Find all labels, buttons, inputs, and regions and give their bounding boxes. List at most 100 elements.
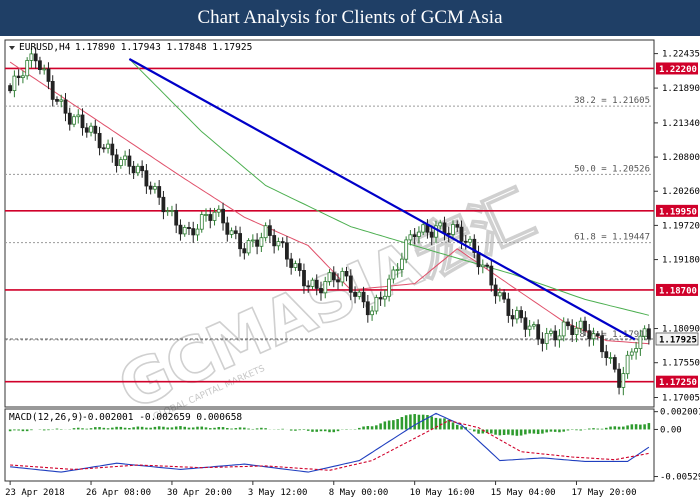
candle-body [216,208,221,213]
candle-body [293,263,298,268]
candle-body [638,335,643,350]
candle-body [480,264,485,268]
candle-body [191,228,196,236]
candle-body [600,335,604,353]
candle-body [182,226,187,235]
candle-body [612,357,617,370]
sr-level-tag [656,375,698,388]
candle-body [310,279,315,287]
candle-body [140,165,145,172]
price-panel-frame [4,39,655,408]
candle-body [46,68,51,82]
candle-body [327,272,332,282]
candle-body [178,224,183,235]
sr-level-tag [656,204,698,217]
candle-body [412,234,417,238]
candle-body [455,224,460,228]
candle-body [89,125,93,133]
macd-title: MACD(12,26,9) [9,412,83,423]
candle-body [97,132,102,149]
candle-body [212,211,217,221]
chart-title-banner: Chart Analysis for Clients of GCM Asia [197,7,503,28]
ohlc-readout: 1.17890 1.17943 1.17848 1.17925 [75,42,252,53]
candle-body [583,320,587,332]
macd-tick-label: 0.00 [660,425,682,435]
candle-body [608,357,613,359]
candle-body [642,328,647,337]
time-tick-label: 17 May 20:00 [571,488,636,498]
candle-body [25,60,30,77]
candle-body [319,287,323,294]
candle-body [353,291,358,297]
trendline [128,58,636,341]
candle-body [549,330,553,334]
ma-fast-line [9,61,649,345]
candle-body [170,210,174,212]
macd-readout: -0.002001 -0.002659 0.000658 [82,412,242,423]
candle-body [331,272,336,281]
fib-level-label: 38.2 = 1.21605 [574,96,650,106]
candle-body [152,186,157,190]
candle-body [250,239,255,242]
fib-level-label: 50.0 = 1.20526 [574,164,650,174]
candle-body [110,143,115,156]
candle-body [476,251,481,268]
price-tick-label: 1.17005 [662,394,700,404]
candle-body [378,297,383,300]
ma-slow-line [129,58,650,316]
candle-body [574,327,579,335]
candle-body [161,196,166,213]
candle-body [63,99,68,114]
candle-body [519,310,523,319]
candle-body [570,325,575,336]
candle-body [314,279,319,289]
candle-body [276,241,281,247]
candle-body [527,325,532,330]
candle-body [233,230,238,234]
candle-body [289,258,294,268]
candle-body [165,210,170,213]
candle-body [395,269,400,271]
candle-body [446,232,451,235]
time-tick-label: 3 May 12:00 [248,488,308,498]
candle-body [225,222,230,235]
candle-body [93,125,98,134]
candle-body [515,310,519,320]
candle-body [38,60,42,70]
candle-body [497,292,502,297]
candle-body [361,291,366,303]
time-tick-label: 10 May 16:00 [410,488,475,498]
candle-body [587,330,592,340]
candle-body [208,214,213,221]
price-tick-label: 1.17550 [662,359,700,369]
current-price-tag-label: 1.17925 [659,335,697,345]
candle-body [20,75,25,79]
candle-body [297,263,302,271]
price-tick-label: 1.20260 [662,187,700,197]
candle-body [544,332,549,344]
dropdown-icon[interactable] [9,46,15,50]
candle-body [135,165,140,174]
candle-body [416,231,421,237]
candle-body [306,285,311,288]
candle-body [472,238,477,253]
current-price-tag [655,332,699,346]
candle-body [557,335,562,341]
candle-body [55,99,59,102]
sr-level-tag [656,283,698,296]
candle-body [391,269,396,280]
candle-body [536,324,541,340]
candle-body [42,68,47,71]
candle-body [591,333,596,340]
candle-body [187,226,191,229]
candle-body [489,265,494,286]
candle-body [634,348,638,353]
candle-body [617,368,621,388]
candle-body [204,214,208,216]
candle-body [370,310,375,316]
macd-tick-label: -0.005297 [660,473,700,483]
candle-body [84,127,89,133]
candle-body [195,228,200,236]
candle-body [246,240,251,254]
